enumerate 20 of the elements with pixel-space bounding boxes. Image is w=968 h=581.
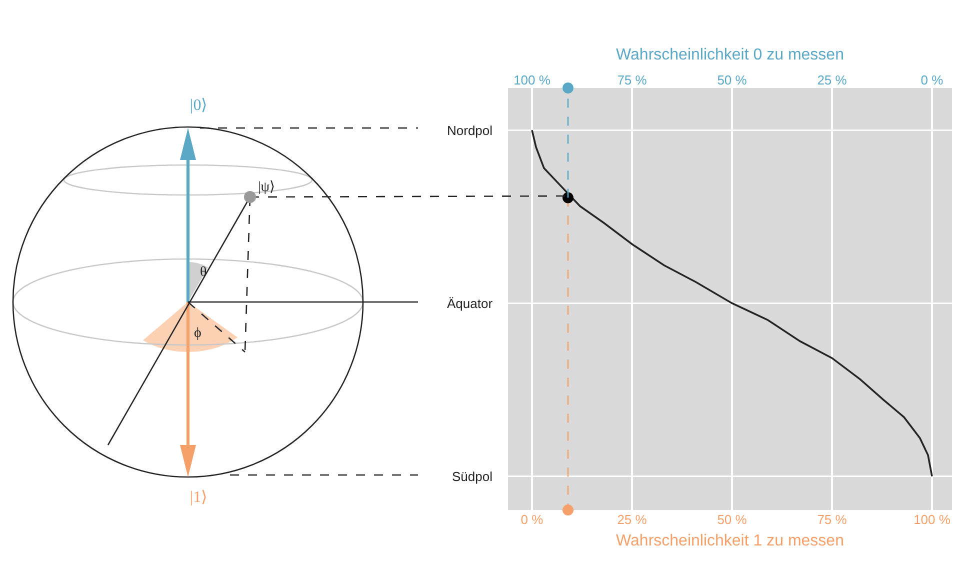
x2-tick-label: 75 % — [617, 72, 648, 88]
x2-tick-label: 0 % — [920, 72, 944, 88]
x2-tick-label: 50 % — [717, 72, 748, 88]
text: |0⟩ — [190, 97, 208, 114]
x-tick-label: 100 % — [914, 512, 951, 527]
x2-tick-label: 25 % — [817, 72, 848, 88]
ref-line-label: Südpol — [452, 469, 493, 484]
x-tick-label: 25 % — [617, 512, 648, 527]
x2-axis-title: Wahrscheinlichkeit 0 zu messen — [616, 46, 844, 64]
x-tick-label: 0 % — [520, 512, 544, 527]
x-tick-label: 75 % — [817, 512, 848, 527]
ref-line-label: Äquator — [447, 296, 494, 311]
text: |1⟩ — [190, 489, 208, 506]
text: θ — [200, 265, 207, 280]
text: ϕ — [194, 326, 202, 341]
x-axis-title: Wahrscheinlichkeit 1 zu messen — [616, 532, 844, 550]
x2-tick-label: 100 % — [514, 72, 551, 88]
text: |ψ⟩ — [258, 180, 275, 195]
ref-line-label: Nordpol — [447, 123, 493, 138]
x-tick-label: 50 % — [717, 512, 748, 527]
